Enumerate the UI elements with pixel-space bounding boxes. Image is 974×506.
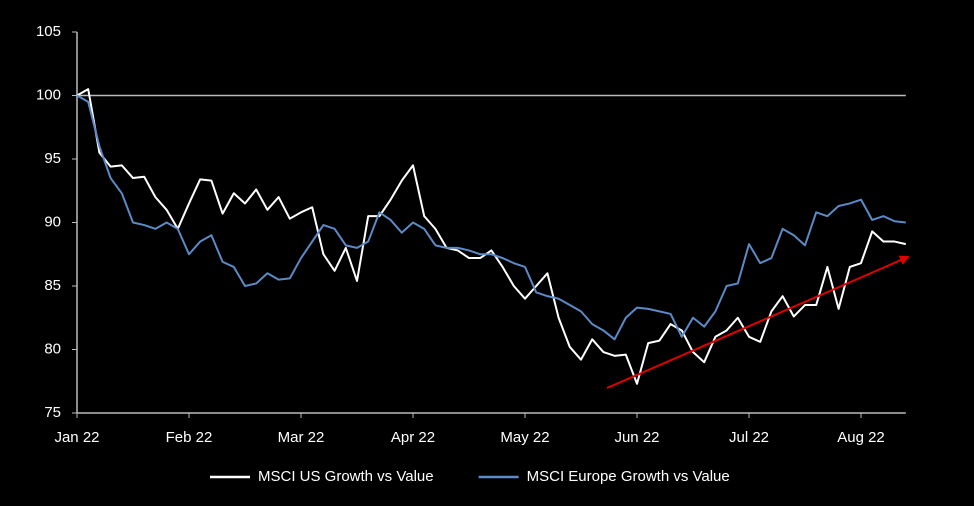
y-tick-label: 75 bbox=[44, 404, 61, 421]
x-tick-label: Feb 22 bbox=[166, 429, 213, 446]
series-line bbox=[76, 88, 907, 385]
x-tick-label: Jun 22 bbox=[614, 429, 659, 446]
y-tick-label: 85 bbox=[44, 277, 61, 294]
x-tick-label: Jul 22 bbox=[729, 429, 769, 446]
y-tick-label: 100 bbox=[36, 86, 61, 103]
legend-label: MSCI Europe Growth vs Value bbox=[527, 468, 730, 485]
x-tick-label: Mar 22 bbox=[278, 429, 325, 446]
series-line bbox=[76, 94, 906, 341]
x-tick-label: Apr 22 bbox=[391, 429, 435, 446]
x-tick-label: Jan 22 bbox=[54, 429, 99, 446]
y-tick-label: 105 bbox=[36, 23, 61, 40]
y-tick-label: 80 bbox=[44, 340, 61, 357]
legend: MSCI US Growth vs Value MSCI Europe Growt… bbox=[210, 468, 730, 485]
x-tick-label: Aug 22 bbox=[837, 429, 885, 446]
trend-arrow bbox=[606, 255, 910, 389]
legend-label: MSCI US Growth vs Value bbox=[258, 468, 434, 485]
y-tick-label: 90 bbox=[44, 213, 61, 230]
x-tick-label: May 22 bbox=[500, 429, 549, 446]
y-tick-label: 95 bbox=[44, 150, 61, 167]
